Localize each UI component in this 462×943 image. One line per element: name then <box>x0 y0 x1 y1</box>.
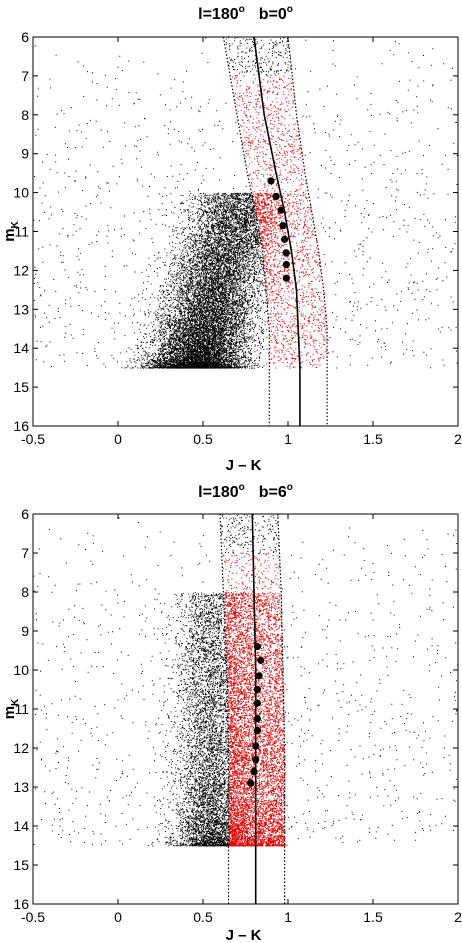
mean-marker-6 <box>282 249 290 257</box>
y-tick-label: 7 <box>21 68 29 84</box>
y-tick-label: 16 <box>13 418 29 434</box>
y-tick-label: 6 <box>21 506 29 522</box>
y-tick-label: 8 <box>21 107 29 123</box>
y-tick-label: 8 <box>21 584 29 600</box>
x-tick-label: 1.5 <box>363 909 383 925</box>
left-boundary-line <box>222 37 270 426</box>
x-axis-label: J – K <box>226 927 262 943</box>
mean-marker-11 <box>247 779 255 787</box>
x-tick-label: 2 <box>454 431 462 447</box>
mean-marker-9 <box>252 756 260 764</box>
x-tick-label: 2 <box>454 909 462 925</box>
y-axis-label: mK <box>1 698 21 719</box>
selected-red-clump-stars <box>222 553 286 847</box>
x-axis-label: J – K <box>226 457 262 474</box>
cmd-panel-1: -0.5 0 0.5 1 1.5 2 6 7 8 9 10 11 12 13 14 15 16 l=180o b=0… <box>1 4 462 474</box>
mean-marker-10 <box>250 767 258 776</box>
y-tick-label: 11 <box>14 224 29 240</box>
y-tick-label: 14 <box>13 818 29 834</box>
y-tick-label: 6 <box>21 29 29 45</box>
x-tick-label: 1.5 <box>363 431 383 447</box>
y-tick-label: 14 <box>13 340 29 356</box>
y-tick-label: 13 <box>13 301 29 317</box>
y-tick-label: 9 <box>21 146 29 162</box>
x-tick-label: 1 <box>284 431 292 447</box>
x-tick-label: 1 <box>284 909 292 925</box>
mean-marker-5 <box>253 699 261 707</box>
mean-marker-8 <box>282 274 290 282</box>
y-tick-label: 12 <box>13 262 29 278</box>
plot-area <box>33 37 458 426</box>
mean-marker-7 <box>253 726 261 735</box>
x-tick-label: 0.5 <box>193 431 213 447</box>
mean-marker-7 <box>282 261 290 269</box>
cmd-panel-2: -0.5 0 0.5 1 1.5 2 6 7 8 9 10 11 12 13 14 15 16 l=180o b=6… <box>1 482 462 943</box>
mean-marker-5 <box>281 235 289 243</box>
mean-marker-1 <box>267 177 275 185</box>
mean-marker-2 <box>272 192 280 201</box>
x-tick-label: -0.5 <box>21 431 45 447</box>
y-tick-label: 12 <box>13 740 29 756</box>
y-tick-label: 16 <box>13 896 29 912</box>
x-tick-label: 0 <box>114 909 122 925</box>
ridge-curve <box>253 37 301 426</box>
mean-marker-3 <box>255 672 263 680</box>
chart-title: l=180o b=6o <box>198 482 293 501</box>
mean-marker-4 <box>279 222 287 230</box>
y-tick-label: 10 <box>13 185 29 201</box>
selected-red-clump-stars <box>231 76 328 369</box>
mean-marker-1 <box>253 643 261 651</box>
y-tick-label: 7 <box>21 545 29 561</box>
x-tick-label: -0.5 <box>21 909 45 925</box>
y-tick-label: 15 <box>13 379 29 395</box>
y-tick-label: 9 <box>21 623 29 639</box>
y-tick-label: 11 <box>14 701 29 717</box>
x-tick-label: 0.5 <box>193 909 213 925</box>
x-tick-label: 0 <box>114 431 122 447</box>
y-tick-label: 15 <box>13 857 29 873</box>
y-tick-label: 10 <box>13 662 29 678</box>
y-tick-label: 13 <box>13 779 29 795</box>
chart-title: l=180o b=0o <box>198 4 293 23</box>
mean-marker-3 <box>277 206 285 214</box>
mean-marker-8 <box>252 742 260 750</box>
mean-marker-2 <box>257 656 265 664</box>
y-axis-label: mK <box>1 220 21 241</box>
mean-marker-6 <box>253 715 261 723</box>
ridge-curve <box>251 514 257 904</box>
mean-marker-4 <box>253 685 261 694</box>
